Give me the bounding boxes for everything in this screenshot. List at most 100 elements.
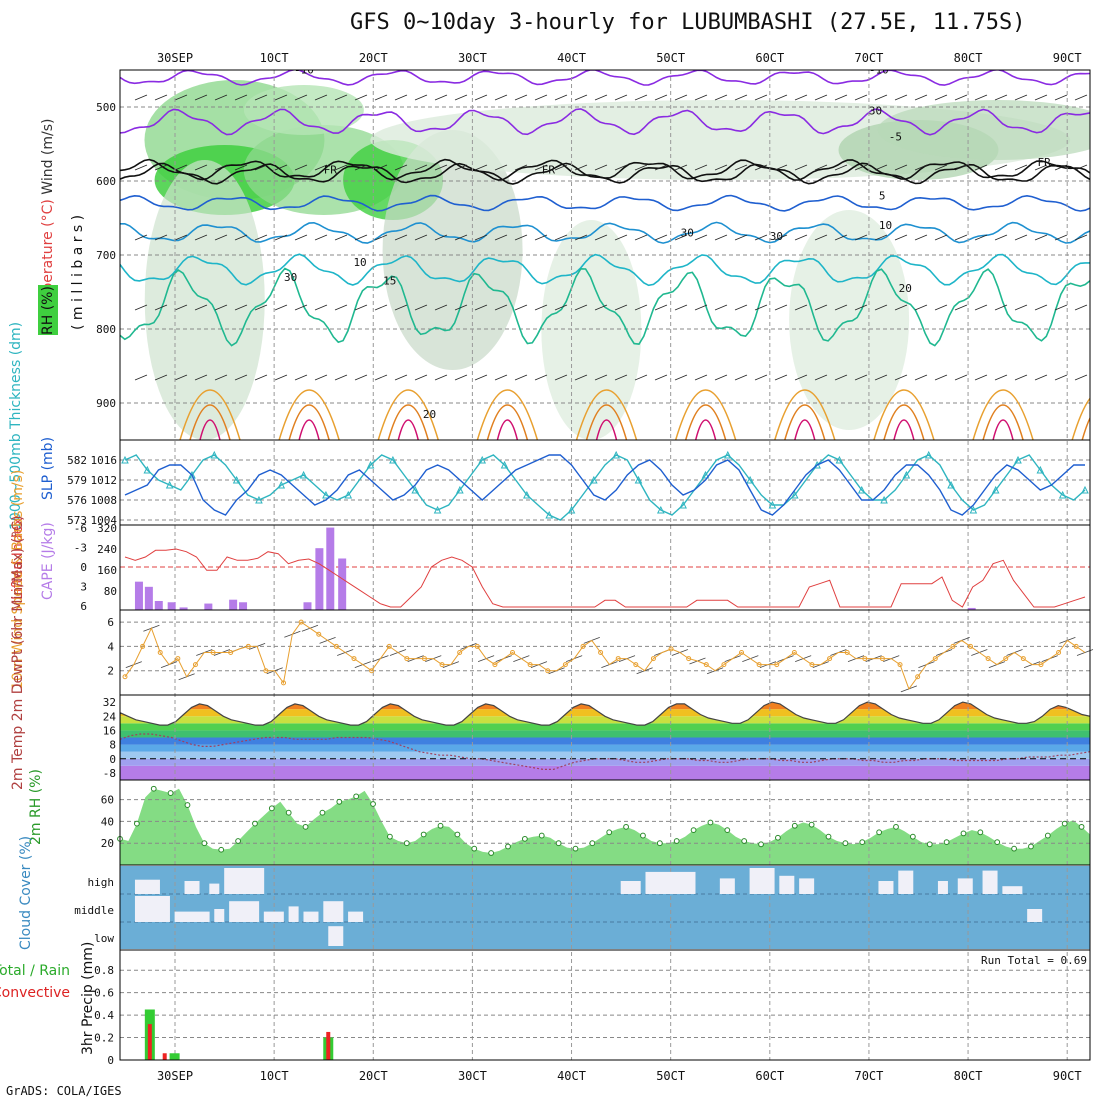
wind-barb xyxy=(254,234,268,241)
rh-marker xyxy=(606,829,613,836)
warm-arch xyxy=(496,419,519,440)
thickness-marker xyxy=(255,495,263,504)
temp-band xyxy=(120,765,1090,780)
thickness-marker xyxy=(277,480,286,489)
wind-barb xyxy=(974,94,988,101)
temp-band xyxy=(120,751,1090,759)
wind-marker xyxy=(298,619,304,625)
wind-barb xyxy=(774,164,788,171)
wind-barb xyxy=(214,94,228,101)
date-label-bottom: 40CT xyxy=(557,1069,586,1083)
date-label-bottom: 30SEP xyxy=(157,1069,193,1083)
cape-bar xyxy=(134,581,143,610)
wind-barb xyxy=(434,234,448,241)
rh-marker xyxy=(1011,845,1017,852)
thickness-marker xyxy=(478,455,487,464)
wind-marker xyxy=(580,643,586,649)
thickness-marker xyxy=(835,455,844,464)
isotherm-label: FR xyxy=(542,164,556,177)
wind-marker xyxy=(827,656,833,662)
wind-barb xyxy=(214,304,228,311)
wind-barb xyxy=(1074,94,1088,101)
wind-barb xyxy=(654,94,668,101)
rh-marker xyxy=(791,822,798,829)
wind-barb xyxy=(814,94,828,101)
rh-marker xyxy=(353,793,360,800)
wind-barb xyxy=(194,94,208,101)
wind-barb xyxy=(494,164,508,171)
wind-barb xyxy=(134,234,148,241)
li-label: Lifted Index xyxy=(10,518,26,600)
isotherm-label: 15 xyxy=(383,275,396,288)
rh-marker xyxy=(724,827,731,834)
wind-barb xyxy=(894,374,908,381)
wind-barb xyxy=(354,304,368,311)
rh-marker xyxy=(521,835,528,842)
wind-marker xyxy=(351,656,357,662)
wind-barb xyxy=(974,164,988,171)
rh-marker xyxy=(1028,843,1034,850)
pressure-tick: 800 xyxy=(96,323,116,336)
wind-barb xyxy=(294,234,308,241)
isotherm-label: 5 xyxy=(879,190,886,203)
rh-marker xyxy=(420,831,427,838)
thickness-tick: 573 xyxy=(67,514,87,527)
wind-barb xyxy=(934,234,948,241)
wind-barb xyxy=(714,94,728,101)
wind-barb xyxy=(1014,234,1028,241)
isotherm-line xyxy=(120,158,1090,181)
wind-barb xyxy=(154,374,168,381)
wind-barb xyxy=(434,164,448,171)
wind-barb xyxy=(514,164,528,171)
wind-barb xyxy=(794,164,808,171)
cloud-segment-high xyxy=(749,868,775,894)
wind-barb xyxy=(554,94,568,101)
wind-barb xyxy=(854,374,868,381)
wind-barb xyxy=(414,374,428,381)
wind-barb xyxy=(1074,234,1088,241)
temp-tick: 16 xyxy=(103,724,116,737)
wind-barb xyxy=(934,374,948,381)
li-tick: 3 xyxy=(80,581,87,594)
wind-barb xyxy=(774,94,788,101)
thickness-marker xyxy=(746,475,754,484)
precip-total-bar xyxy=(169,1053,180,1060)
wind-marker xyxy=(369,668,375,674)
wind-barb xyxy=(734,234,748,241)
cloud-segment-high xyxy=(719,878,735,894)
date-label-top: 30CT xyxy=(458,51,487,65)
wind-barb xyxy=(414,234,428,241)
wind-barb xyxy=(674,94,688,101)
rh-label: 2m RH (%) xyxy=(28,769,44,845)
wind-barb xyxy=(334,304,348,311)
grads-credit: GrADS: COLA/IGES xyxy=(6,1084,122,1098)
wind-barb xyxy=(634,164,648,171)
wind-marker xyxy=(562,662,568,668)
wind-barb xyxy=(734,304,748,311)
rh-marker xyxy=(505,843,511,850)
isotherm-label: -5 xyxy=(889,130,902,143)
rh-shading xyxy=(789,210,910,430)
wind-barb xyxy=(1054,164,1068,171)
wind-marker xyxy=(985,656,991,662)
wind-marker xyxy=(157,650,163,655)
temp-band xyxy=(120,702,1090,710)
cape-bar xyxy=(179,607,188,610)
date-label-bottom: 10CT xyxy=(260,1069,289,1083)
run-total: Run Total = 0.69 xyxy=(981,954,1087,967)
warm-arch xyxy=(694,419,717,440)
wind-barb xyxy=(754,304,768,311)
wind-barb xyxy=(474,374,488,381)
wind-barb xyxy=(294,164,308,171)
date-label-bottom: 70CT xyxy=(854,1069,883,1083)
thickness-marker xyxy=(121,455,129,464)
wind-barb xyxy=(354,234,368,241)
wind-marker xyxy=(1020,656,1026,662)
date-label-bottom: 90CT xyxy=(1053,1069,1082,1083)
cape-tick: 240 xyxy=(97,543,117,556)
wind-barb xyxy=(894,164,908,171)
wind-barb xyxy=(194,234,208,241)
rh-marker xyxy=(285,809,292,816)
slp-tick: 1008 xyxy=(91,494,118,507)
wind-barb xyxy=(574,94,588,101)
